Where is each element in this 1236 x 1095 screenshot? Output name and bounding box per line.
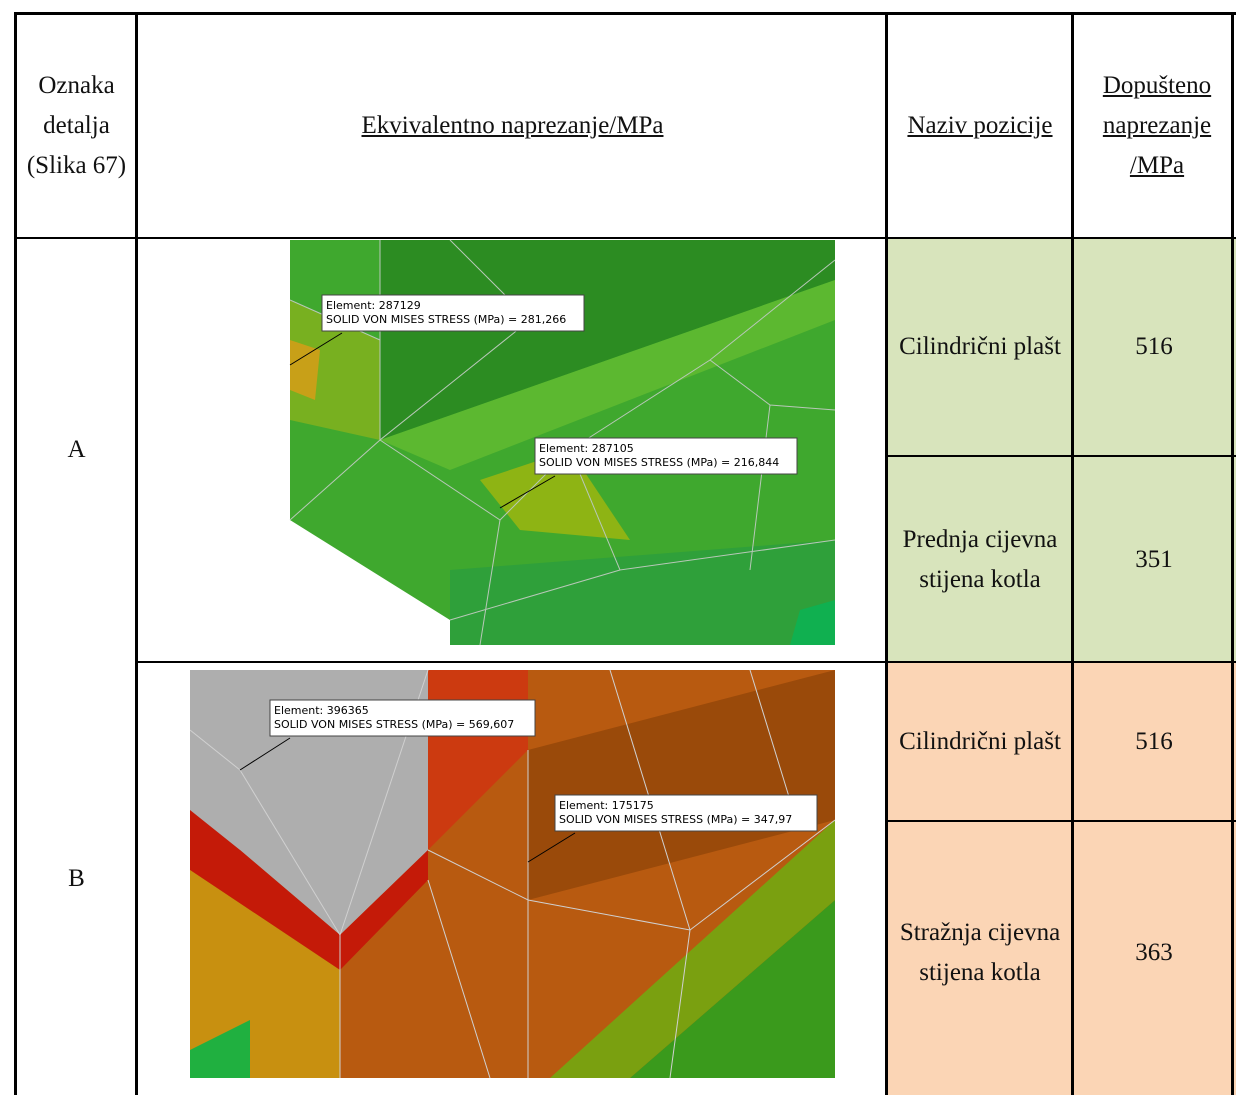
row-label: B [68,864,85,892]
callout-element: Element: 287105 [539,442,634,455]
header-allowed: Dopušteno naprezanje /MPa [1102,72,1212,179]
row-label: A [67,436,86,463]
callout-box [534,437,798,475]
rule [14,12,17,1095]
part-name: Cilindrični plašt [899,728,1061,755]
callout-leader [289,332,343,366]
callout-stress: SOLID VON MISES STRESS (MPa) = 216,844 [539,456,779,469]
rule [1231,12,1234,1095]
callout-element: Element: 287129 [326,299,421,312]
rule [14,237,1236,239]
part-allowed: 516 [1135,333,1173,360]
rule [137,661,1236,663]
rule [887,820,1236,822]
callout-element: Element: 175175 [559,799,654,812]
rule [135,12,138,1095]
callout-box [554,794,818,832]
part-name: Prednja cijevna stijena kotla [902,526,1058,593]
header-position: Naziv pozicije [907,112,1053,139]
part-name: Cilindrični plašt [899,333,1061,360]
rule [887,455,1236,457]
rule [885,12,888,1095]
rule [1071,12,1074,1095]
header-stress: Ekvivalentno naprezanje/MPa [361,112,664,139]
callout-element: Element: 396365 [274,704,369,717]
orange-fill [887,662,1236,1095]
part-allowed: 351 [1135,546,1173,573]
callout-box [321,294,585,332]
callout-stress: SOLID VON MISES STRESS (MPa) = 281,266 [326,313,566,326]
callout-box [269,699,536,737]
part-allowed: 516 [1135,728,1173,755]
text: Oznaka detalja (Slika 67) [26,72,127,179]
part-name: Stražnja cijevna stijena kotla [899,919,1061,986]
green-fill [887,238,1236,662]
header-detail: Oznaka detalja (Slika 67) [18,14,135,238]
callout-leader [499,475,556,509]
callout-leader [527,832,576,863]
part-allowed: 363 [1135,939,1173,966]
callout-stress: SOLID VON MISES STRESS (MPa) = 569,607 [274,718,514,731]
callout-stress: SOLID VON MISES STRESS (MPa) = 347,97 [559,813,792,826]
rule [14,12,1236,15]
callout-leader [239,737,291,771]
